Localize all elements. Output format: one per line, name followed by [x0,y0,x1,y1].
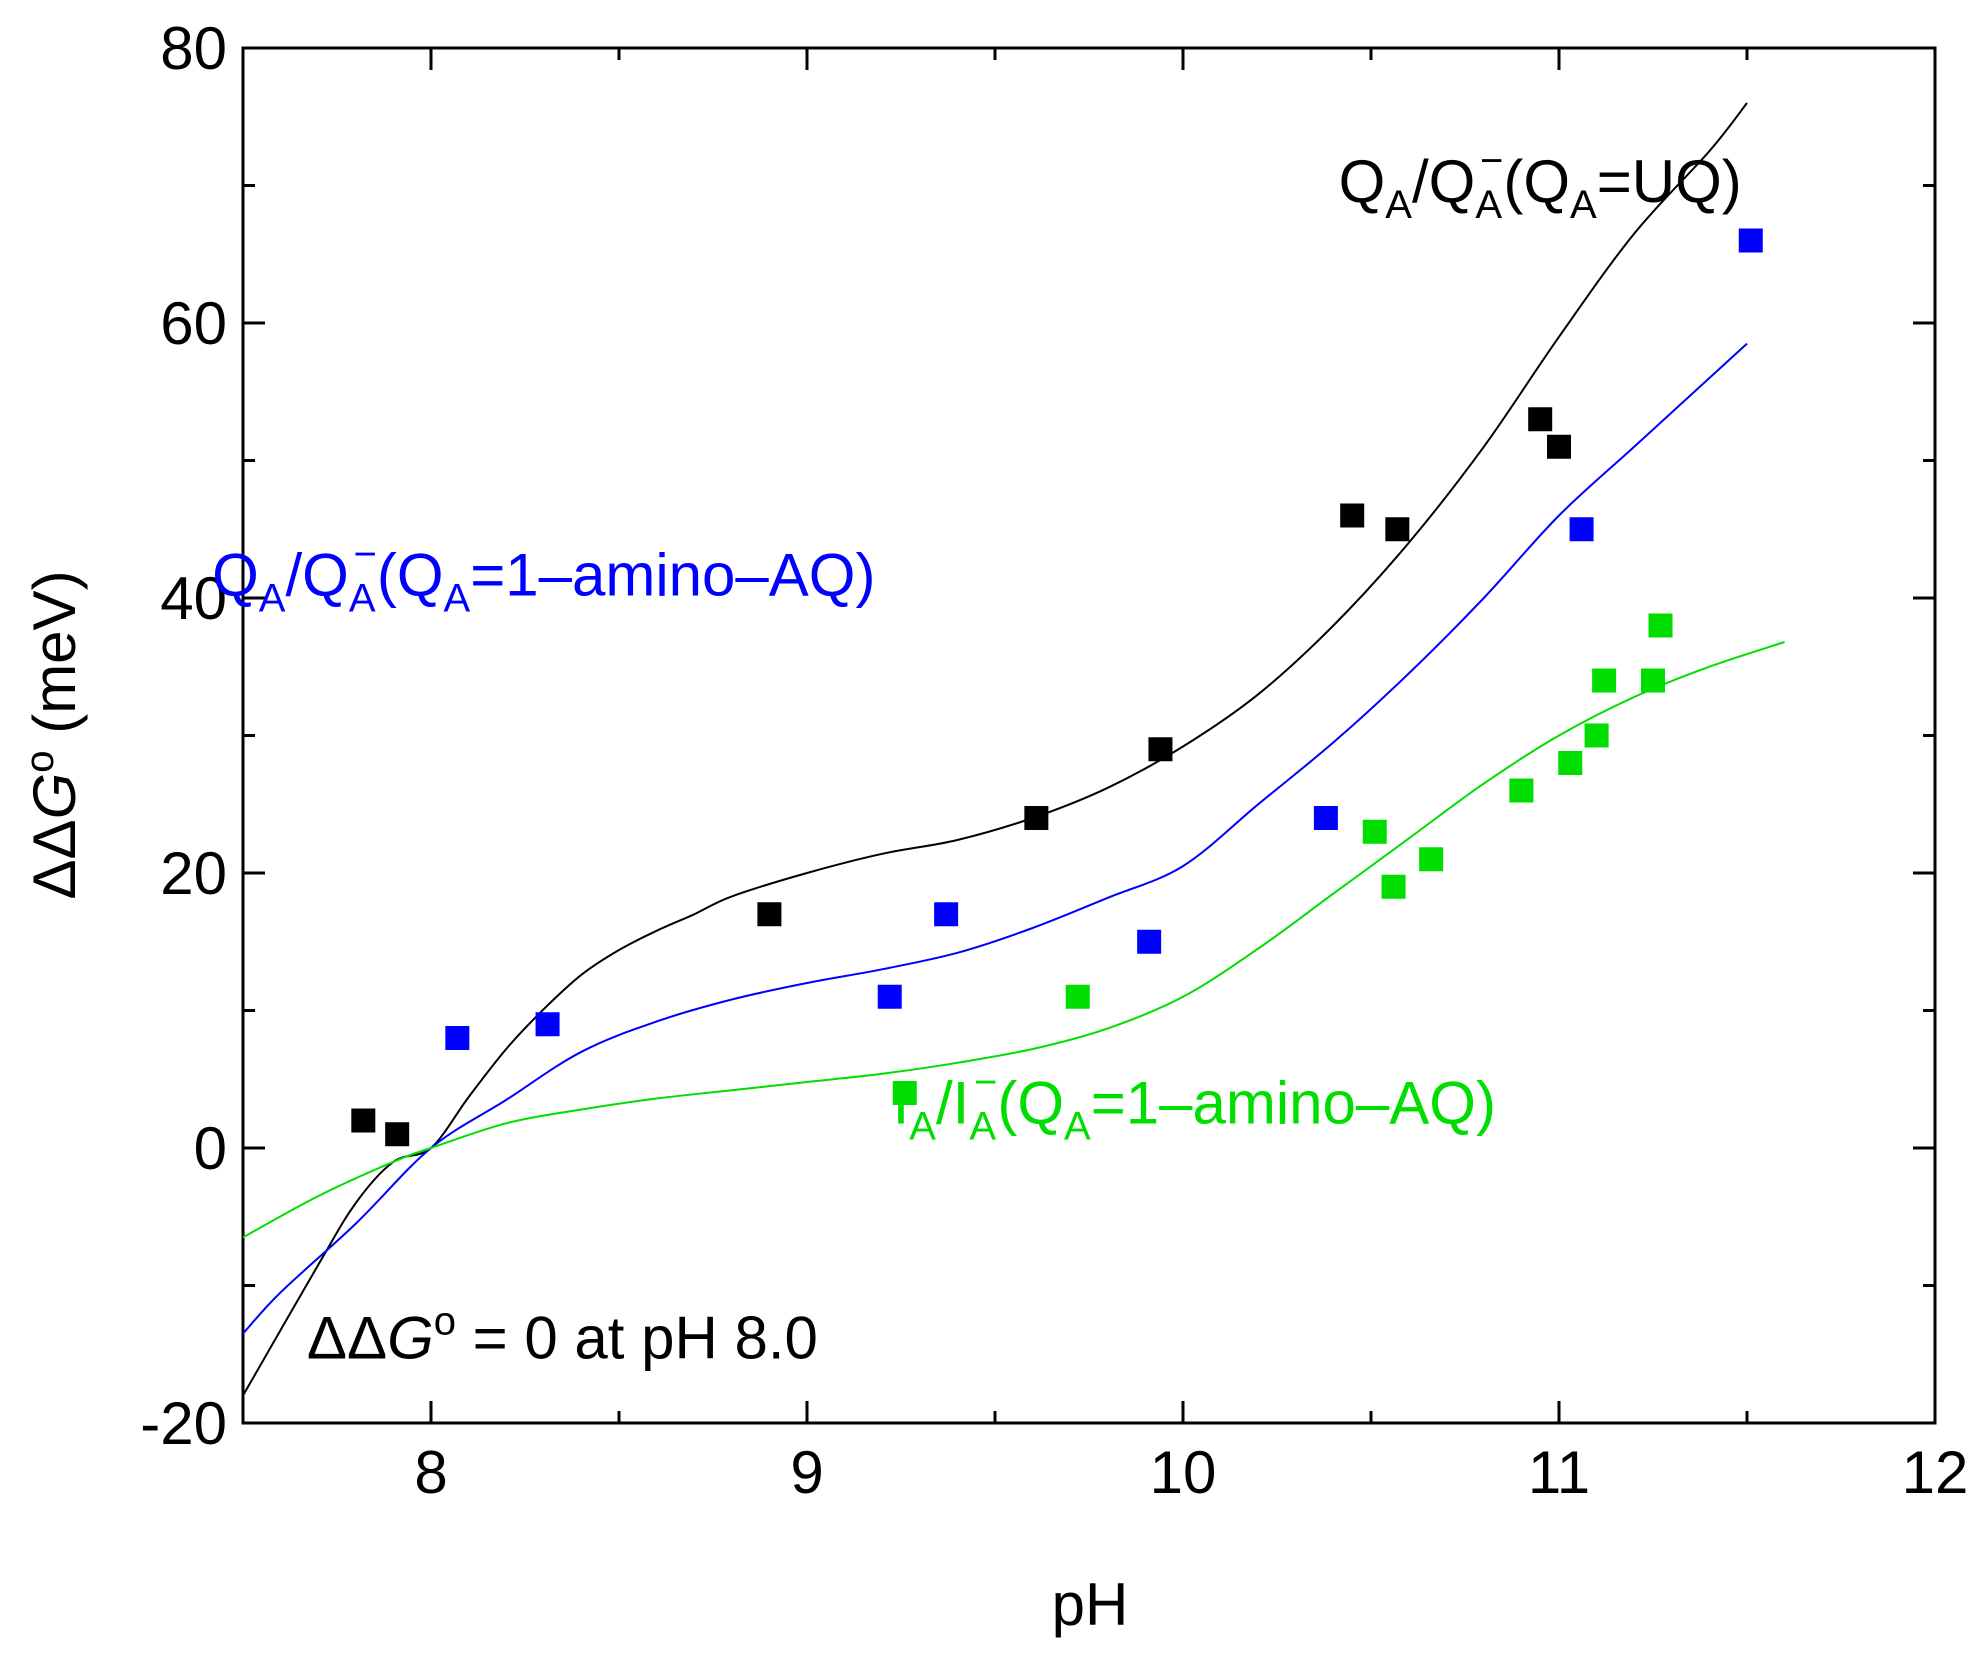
y-axis-title-sup: o [18,750,62,772]
annotation-part: A [1385,183,1412,227]
annotation-part: − [974,1060,997,1104]
fit-curve-series-2 [242,641,1785,1239]
fit-curve-series-0 [242,102,1748,1396]
y-tick-label: 40 [160,565,227,632]
annotation-aq: QA/QA−(QA=1–amino–AQ) [212,532,875,620]
data-point-series-2 [1065,984,1090,1009]
data-point-series-0 [1385,517,1410,542]
annotation-part: − [354,532,377,576]
y-tick-label: 0 [194,1115,227,1182]
data-point-series-2 [892,1081,917,1105]
data-point-series-1 [1137,929,1162,954]
annotation-part: (Q [997,1069,1064,1136]
series-annotations: QA/QA−(QA=UQ)QA/QA−(QA=1–amino–AQ)IA/IA−… [212,139,1742,1148]
annotation-uq: QA/QA−(QA=UQ) [1339,139,1742,227]
tick-labels: 8 9 10 11 12 -20 0 20 40 60 80 [140,15,1968,1506]
x-tick-label: 9 [790,1439,823,1506]
data-point-series-2 [1419,847,1444,872]
annotation-part: /Q [285,541,348,608]
data-point-series-2 [1509,778,1534,803]
data-point-series-0 [1024,806,1049,830]
y-axis-title-prefix: ΔΔ [21,819,88,899]
x-tick-label: 10 [1150,1439,1217,1506]
y-tick-label: 60 [160,290,227,357]
y-axis-title-suffix: (meV) [21,570,88,750]
data-point-series-1 [1313,806,1338,830]
annotation-part: A [969,1104,996,1148]
data-point-series-2 [1648,613,1673,638]
data-point-series-0 [1148,737,1173,762]
x-tick-label: 12 [1902,1439,1969,1506]
data-point-series-0 [1340,503,1365,528]
annotation-part: A [1064,1104,1091,1148]
data-point-series-0 [351,1108,376,1133]
data-point-series-1 [535,1012,560,1037]
note-prefix: ΔΔ [307,1304,387,1371]
x-axis-title: pH [1052,1571,1129,1638]
note-sup: o [434,1299,456,1343]
annotation-part: − [1480,139,1503,183]
annotation-part: /I [936,1069,969,1136]
data-point-series-1 [877,984,902,1009]
y-tick-label: 80 [160,15,227,82]
reference-note: ΔΔGo = 0 at pH 8.0 [307,1299,818,1371]
data-point-series-2 [1592,668,1617,693]
data-point-series-2 [1381,874,1406,899]
annotation-part: A [1475,183,1502,227]
annotation-part: A [444,576,471,620]
y-axis-title: ΔΔGo (meV) [18,570,88,899]
data-point-series-0 [385,1122,410,1147]
annotation-part: A [349,576,376,620]
data-points [351,228,1763,1147]
annotation-part: Q [1339,148,1386,215]
annotation-part: =1–amino–AQ) [470,541,875,608]
data-point-series-1 [445,1026,470,1050]
data-point-series-2 [1558,751,1583,775]
annotation-ia: IA/IA−(QA=1–amino–AQ) [893,1060,1496,1148]
annotation-part: =UQ) [1597,148,1742,215]
axis-ticks [241,46,1937,1425]
data-point-series-1 [1738,228,1763,253]
note-suffix: = 0 at pH 8.0 [456,1304,818,1371]
data-point-series-0 [757,902,782,927]
data-point-series-2 [1584,723,1609,748]
annotation-part: Q [212,541,259,608]
y-tick-label: -20 [140,1390,227,1457]
data-point-series-2 [1362,819,1387,844]
annotation-part: (Q [377,541,444,608]
annotation-part: A [259,576,286,620]
fit-curves [242,102,1785,1396]
plot-frame [241,46,1937,1425]
note-var: G [387,1304,434,1371]
annotation-part: =1–amino–AQ) [1091,1069,1496,1136]
data-point-series-0 [1547,434,1571,459]
y-axis-title-var: G [21,773,88,820]
x-tick-label: 11 [1528,1439,1590,1506]
annotation-part: A [909,1104,936,1148]
x-tick-label: 8 [414,1439,447,1506]
annotation-part: /Q [1412,148,1475,215]
data-point-series-1 [1569,517,1594,542]
fit-curve-series-1 [242,342,1748,1335]
y-tick-label: 20 [160,840,227,907]
annotation-part: (Q [1503,148,1570,215]
data-point-series-2 [1641,668,1665,693]
annotation-part: A [1570,183,1597,227]
data-point-series-0 [1528,407,1553,432]
annotation-part: I [893,1069,910,1136]
data-point-series-1 [934,902,959,927]
